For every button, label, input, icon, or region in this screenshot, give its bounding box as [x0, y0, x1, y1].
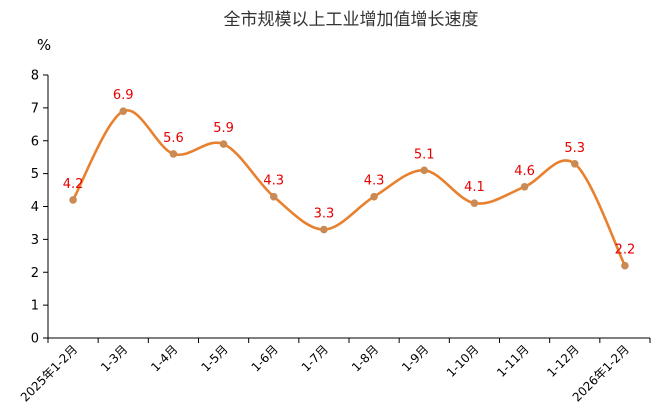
series-line-group: [71, 109, 627, 267]
data-point: [621, 261, 629, 270]
data-label: 4.3: [364, 174, 385, 189]
y-tick-label: 2: [31, 266, 39, 281]
data-labels: 4.2 6.9 5.6 5.9 4.3 3.3 4.3 5.1 4.1 4.6 5.3 2.2: [63, 88, 636, 258]
chart-title: 全市规模以上工业增加值增长速度: [224, 10, 479, 30]
data-point: [570, 159, 579, 168]
y-tick-label: 6: [31, 134, 39, 149]
y-tick-label: 1: [31, 299, 39, 314]
x-tick-label: 1-3月: [98, 342, 130, 374]
data-point: [470, 199, 479, 208]
x-tick-label: 1-10月: [444, 342, 482, 380]
data-point: [320, 225, 328, 234]
data-points: [69, 107, 629, 270]
data-point: [370, 192, 378, 201]
x-tick-label: 1-11月: [494, 342, 532, 380]
data-label: 5.1: [414, 147, 435, 162]
x-tick-label: 1-8月: [349, 342, 381, 374]
data-point: [219, 140, 228, 148]
data-point: [269, 192, 278, 201]
y-tick-label: 8: [31, 69, 39, 84]
data-point: [69, 196, 77, 204]
data-point: [520, 182, 529, 191]
x-tick-label: 1-6月: [249, 342, 281, 374]
x-tick-label: 1-5月: [198, 342, 230, 374]
axes: [43, 74, 651, 343]
data-label: 6.9: [113, 88, 134, 103]
x-tick-label: 1-9月: [399, 342, 431, 374]
y-tick-label: 4: [31, 200, 39, 215]
series-line: [71, 109, 627, 267]
data-label: 4.3: [263, 174, 284, 189]
y-tick-label: 7: [31, 101, 39, 116]
data-label: 4.6: [514, 164, 535, 179]
data-label: 2.2: [615, 243, 636, 258]
data-point: [169, 150, 178, 158]
data-label: 5.6: [163, 131, 184, 146]
data-label: 3.3: [314, 207, 335, 222]
data-label: 4.1: [464, 180, 485, 195]
x-tick-label: 1-7月: [299, 342, 331, 374]
y-tick-label: 3: [31, 233, 39, 248]
x-tick-label: 1-12月: [544, 342, 582, 380]
data-point: [420, 166, 429, 175]
tick-labels: 0 1 2 3 4 5 6 7 8 2025年1-2月 1-3月 1-4月 1-5月 1-6月 1-7月 1-…: [18, 69, 632, 405]
data-label: 4.2: [63, 177, 84, 192]
y-axis-unit: %: [37, 36, 51, 54]
data-point: [119, 107, 128, 115]
y-tick-label: 5: [31, 167, 39, 182]
data-label: 5.9: [213, 121, 234, 136]
x-tick-label: 2025年1-2月: [18, 342, 80, 404]
data-label: 5.3: [564, 141, 585, 156]
x-tick-label: 1-4月: [148, 342, 180, 374]
y-tick-label: 0: [31, 332, 39, 347]
